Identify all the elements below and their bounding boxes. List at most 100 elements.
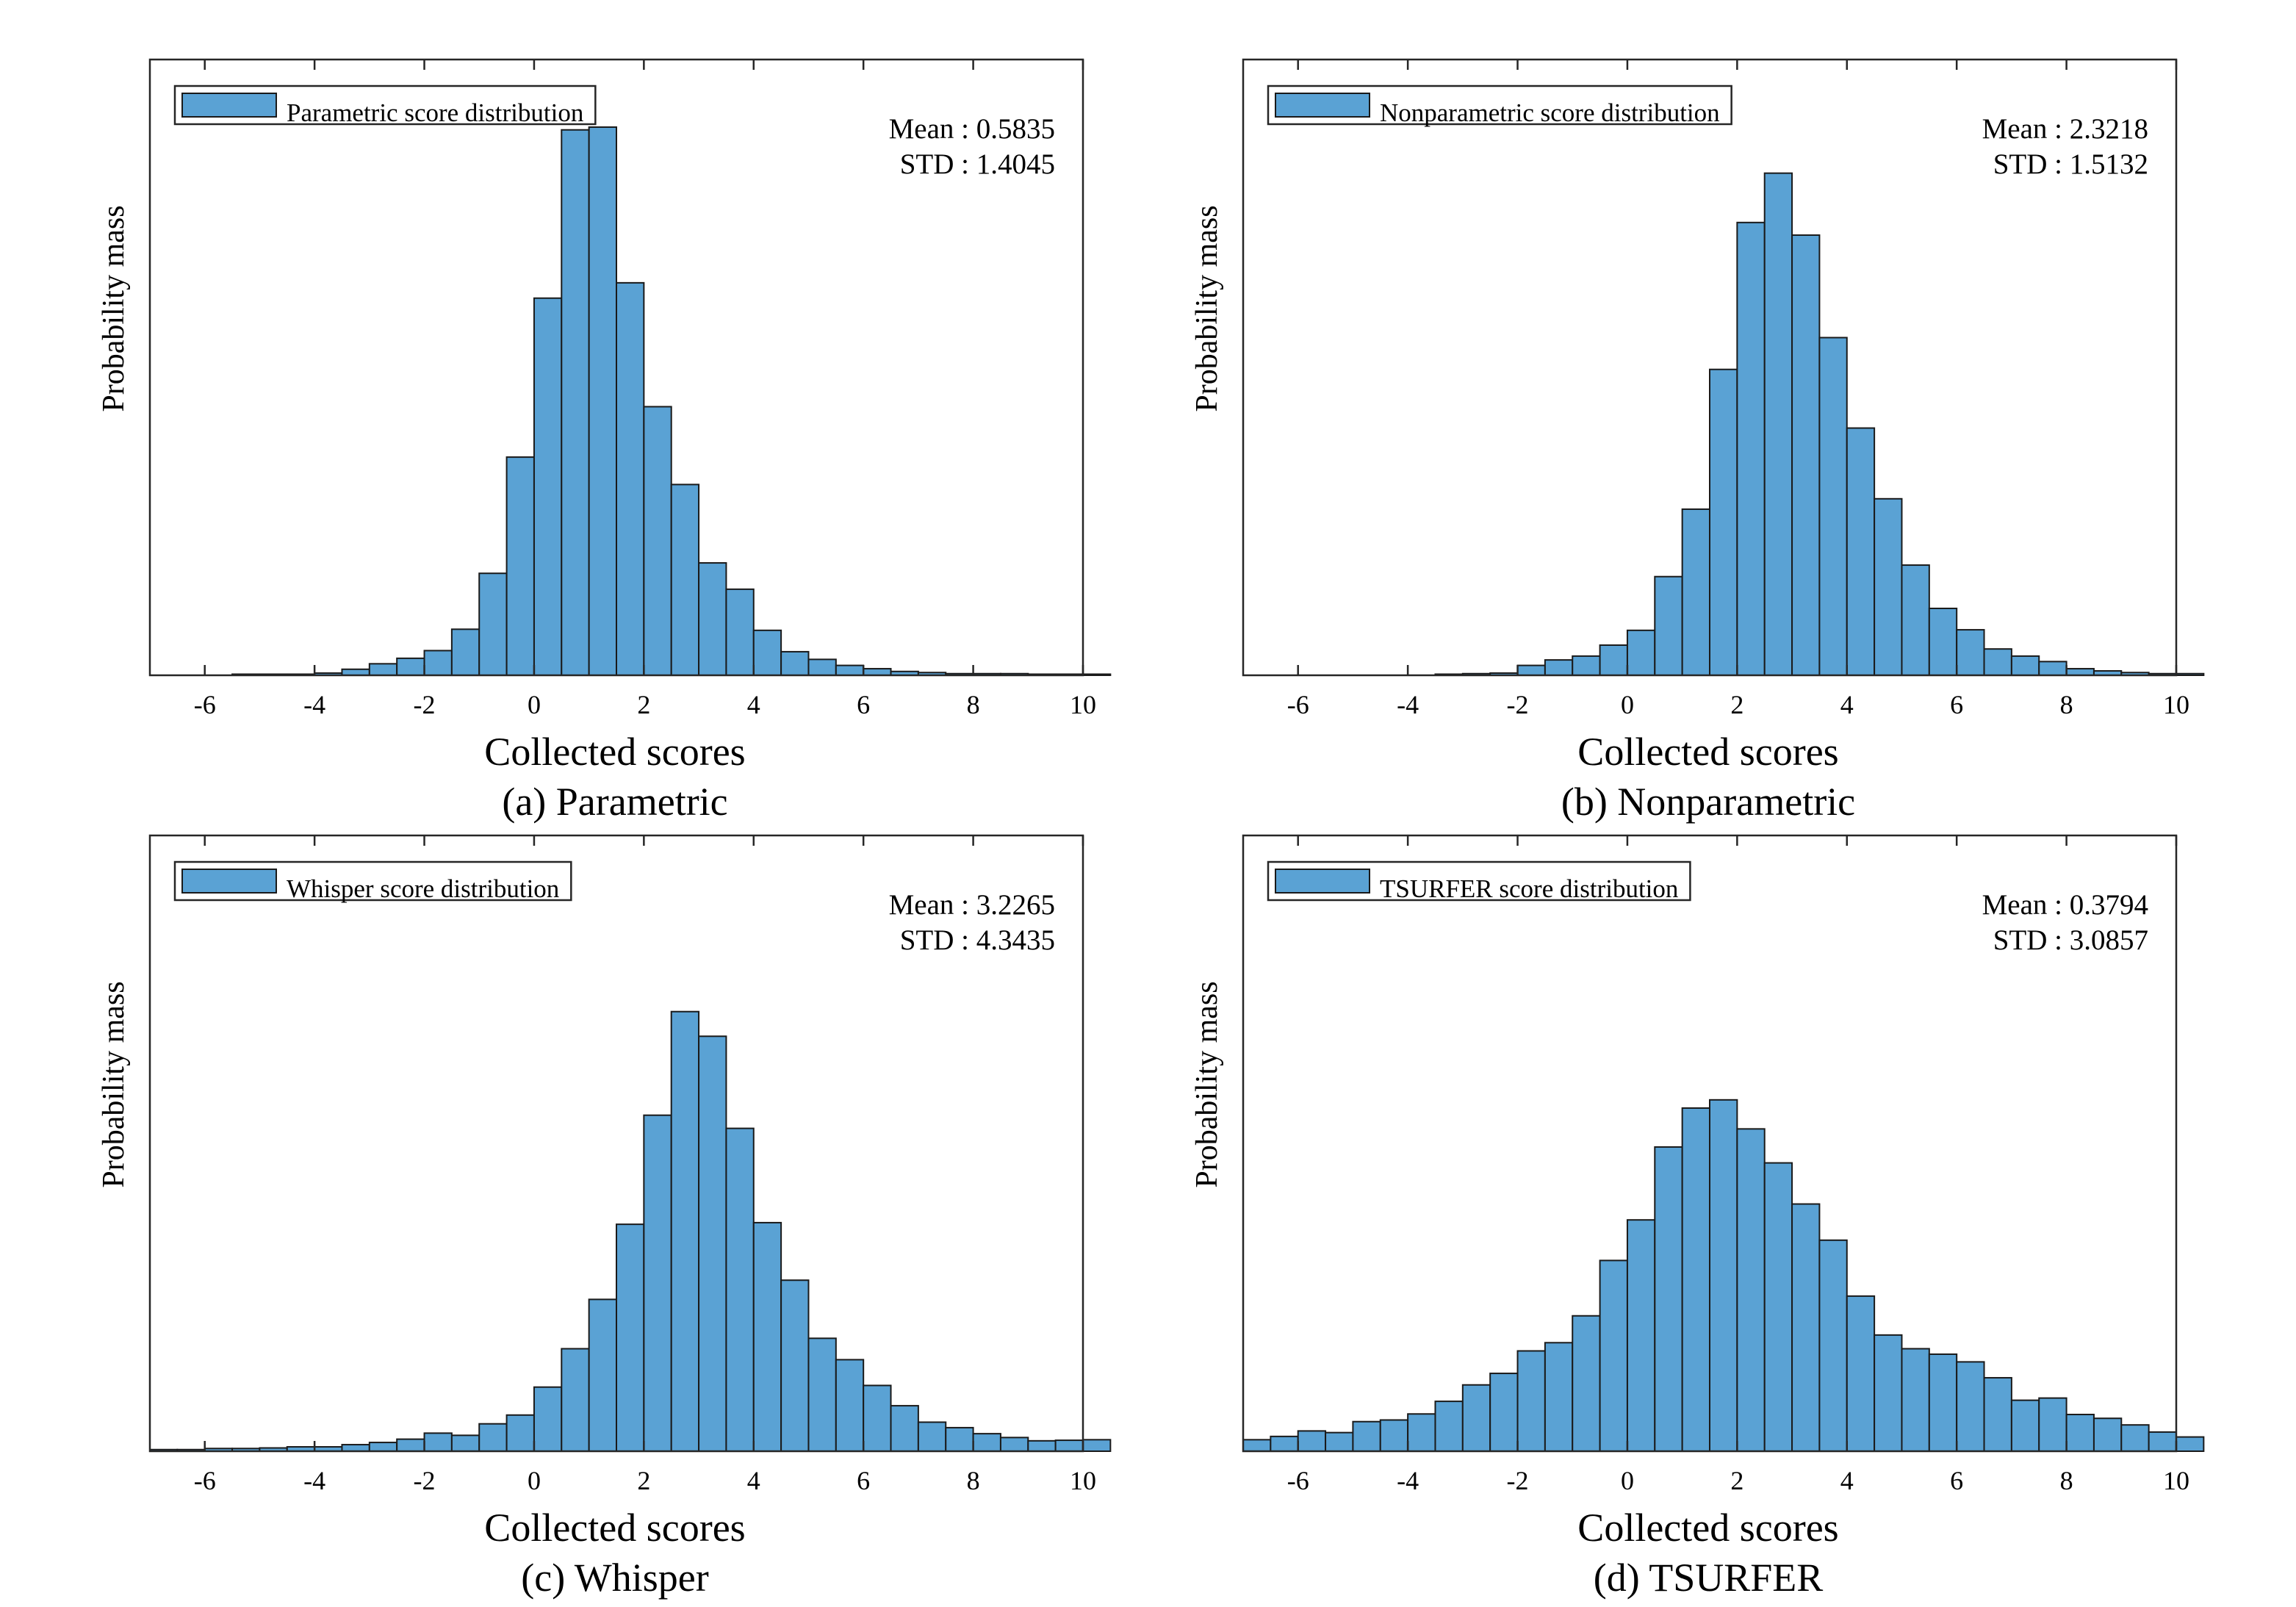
histogram-bar <box>1654 1146 1683 1452</box>
histogram-bar <box>890 1405 919 1453</box>
mean-text: Mean : 0.5835 <box>889 113 1055 145</box>
x-tick-label: 8 <box>2060 1466 2073 1495</box>
histogram-bar <box>2120 1424 2150 1453</box>
histogram-bar <box>1956 1361 1985 1452</box>
x-tick-label: -2 <box>414 690 436 719</box>
panel-parametric: -6 -4 -2 0 2 4 6 8 10 Parametric score distribut… <box>97 58 1112 824</box>
plot-frame <box>148 834 1084 1453</box>
histogram-bar <box>1027 1439 1057 1453</box>
legend: TSURFER score distribution <box>1267 860 1691 903</box>
histogram-bar <box>1572 655 1601 677</box>
x-axis-label: Collected scores <box>484 1506 745 1550</box>
histogram-bar <box>780 1279 810 1453</box>
histogram-bar <box>1901 564 1930 677</box>
histogram-bar <box>752 629 782 677</box>
histogram-bar <box>478 572 508 677</box>
y-axis-label: Probability mass <box>1190 981 1224 1187</box>
histogram-bar <box>1901 1348 1930 1453</box>
plot-frame <box>1242 834 2178 1453</box>
legend-label: Parametric score distribution <box>287 98 583 127</box>
histogram-bar <box>752 1221 782 1452</box>
histogram-bar <box>561 1348 590 1453</box>
x-tick-label: 6 <box>857 1466 870 1495</box>
x-tick-label: -4 <box>1397 690 1419 719</box>
histogram-bar <box>588 126 617 676</box>
x-tick-label: 6 <box>1950 1466 1963 1495</box>
histogram-bar <box>1736 221 1766 676</box>
histogram-bar <box>725 1127 755 1452</box>
histogram-bar <box>478 1423 508 1452</box>
histogram-bar <box>423 650 453 676</box>
histogram-bar <box>1544 1342 1574 1452</box>
histogram-bar <box>396 1438 425 1453</box>
x-tick-label: -6 <box>194 690 216 719</box>
std-text: STD : 4.3435 <box>900 924 1055 956</box>
histogram-bar <box>1846 427 1876 677</box>
histogram-bar <box>533 1386 563 1453</box>
histogram-bar <box>698 1035 727 1452</box>
y-axis-label: Probability mass <box>1190 205 1224 411</box>
y-axis-label: Probability mass <box>97 205 131 411</box>
histogram-bar <box>670 483 700 677</box>
histogram-bar <box>2176 1436 2205 1453</box>
histogram-bar <box>643 406 672 677</box>
histogram-bar <box>972 1433 1001 1453</box>
legend-swatch <box>181 93 277 118</box>
std-text: STD : 3.0857 <box>1993 924 2148 956</box>
x-tick-label: 2 <box>637 1466 650 1495</box>
histogram-bar <box>2010 655 2040 677</box>
panel-caption: (b) Nonparametric <box>1561 780 1855 824</box>
histogram-bar <box>1791 1203 1821 1452</box>
histogram-bar <box>505 1414 535 1453</box>
x-tick-label: 10 <box>1070 690 1096 719</box>
x-tick-label: 2 <box>1730 690 1743 719</box>
histogram-bar <box>1763 172 1793 676</box>
histogram-bar <box>807 1337 837 1452</box>
histogram-bar <box>807 658 837 677</box>
histogram-bar <box>1461 1384 1491 1453</box>
histogram-bar <box>368 1442 398 1452</box>
mean-text: Mean : 3.2265 <box>889 889 1055 921</box>
histogram-bar <box>616 281 645 676</box>
x-tick-label: 10 <box>2163 1466 2189 1495</box>
x-axis-ticks: -6 -4 -2 0 2 4 6 8 10 <box>1287 60 2189 719</box>
panel-whisper: -6 -4 -2 0 2 4 6 8 10 Whisper score distribution… <box>97 834 1112 1600</box>
histogram-bar <box>1325 1431 1354 1452</box>
x-tick-label: 2 <box>1730 1466 1743 1495</box>
panel-caption: (c) Whisper <box>521 1556 708 1600</box>
histogram-bar <box>1544 659 1574 676</box>
histogram-bar <box>450 1434 481 1452</box>
histogram-bar <box>1489 1373 1519 1452</box>
x-tick-label: -6 <box>1287 1466 1309 1495</box>
histogram-bars <box>149 1010 1112 1453</box>
panel-caption: (d) TSURFER <box>1594 1556 1824 1600</box>
histogram-bar <box>2092 1417 2123 1452</box>
histogram-bars <box>1242 1099 2205 1453</box>
histogram-bar <box>1352 1420 1381 1452</box>
histogram-bar <box>725 588 755 676</box>
std-text: STD : 1.5132 <box>1993 148 2148 180</box>
histogram-bar <box>999 1437 1029 1452</box>
histogram-bar <box>423 1432 453 1452</box>
histogram-bar <box>561 129 590 677</box>
x-tick-label: 8 <box>967 690 980 719</box>
x-axis-label: Collected scores <box>484 730 745 774</box>
x-tick-label: -2 <box>414 1466 436 1495</box>
legend-label: TSURFER score distribution <box>1380 874 1678 903</box>
x-tick-label: -6 <box>194 1466 216 1495</box>
x-tick-label: 6 <box>1950 690 1963 719</box>
x-tick-label: 0 <box>1621 1466 1634 1495</box>
x-tick-label: 0 <box>528 1466 541 1495</box>
histogram-bar <box>1874 497 1903 677</box>
x-tick-label: -2 <box>1507 690 1529 719</box>
histogram-bar <box>643 1114 672 1453</box>
mean-text: Mean : 2.3218 <box>1982 113 2148 145</box>
histogram-bar <box>2038 1397 2068 1452</box>
histogram-bar <box>1654 575 1683 676</box>
histogram-bar <box>1928 1353 1958 1453</box>
histogram-bar <box>1379 1419 1409 1453</box>
x-tick-label: 8 <box>967 1466 980 1495</box>
x-tick-label: 8 <box>2060 690 2073 719</box>
histogram-bar <box>1297 1430 1327 1452</box>
